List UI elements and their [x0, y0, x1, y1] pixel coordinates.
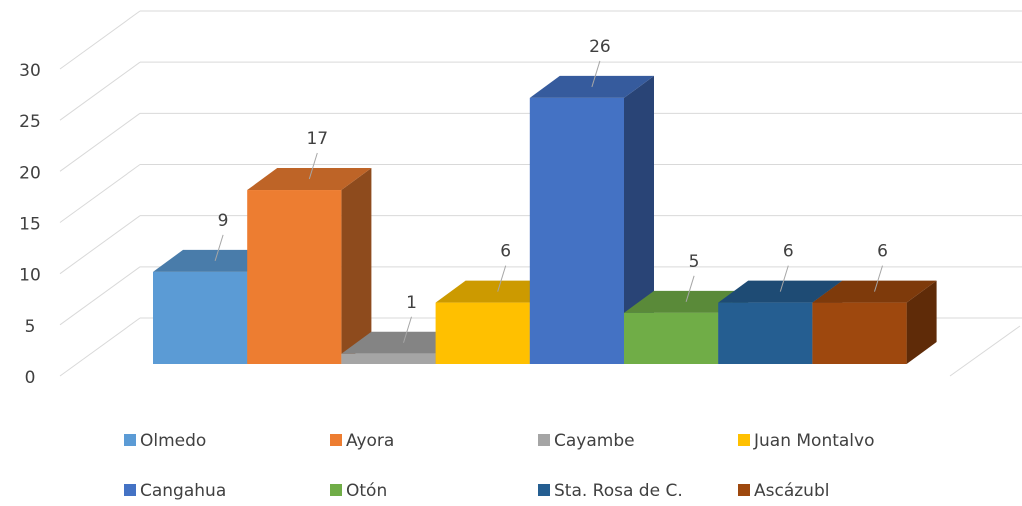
bar — [247, 190, 342, 364]
leader-line — [685, 275, 695, 302]
y-tick-label: 30 — [19, 61, 41, 81]
legend-label: Olmedo — [140, 431, 206, 451]
legend-swatch — [538, 434, 550, 446]
leader-line — [214, 234, 224, 262]
legend-swatch — [124, 434, 136, 446]
y-tick-label: 20 — [19, 163, 41, 183]
grid-line — [59, 266, 141, 326]
grid-line — [59, 61, 141, 121]
y-tick-label: 25 — [19, 112, 41, 132]
legend-swatch — [330, 434, 342, 446]
data-label: 26 — [589, 37, 611, 57]
grid-line — [59, 317, 141, 377]
bar — [435, 302, 530, 364]
floor-edge — [949, 325, 1021, 377]
legend-label: Ascázubl — [754, 481, 829, 501]
leader-line — [497, 265, 507, 292]
legend-label: Sta. Rosa de C. — [554, 481, 683, 501]
legend-label: Otón — [346, 481, 387, 501]
bar — [341, 353, 436, 364]
bar — [718, 302, 813, 364]
leader-line — [403, 316, 412, 343]
y-tick-label: 5 — [25, 317, 36, 337]
legend-swatch — [330, 484, 342, 496]
legend-swatch — [738, 484, 750, 496]
bar — [812, 302, 907, 364]
leader-line — [308, 152, 318, 180]
bar — [529, 97, 624, 364]
y-tick-label: 0 — [25, 368, 36, 388]
legend-label: Juan Montalvo — [753, 431, 875, 451]
leader-line — [591, 60, 601, 88]
legend-swatch — [124, 484, 136, 496]
data-label: 6 — [500, 242, 511, 262]
legend-swatch — [738, 434, 750, 446]
data-label: 9 — [218, 211, 229, 231]
data-label: 6 — [783, 242, 794, 262]
legend-label: Ayora — [346, 431, 394, 451]
bar-side — [341, 168, 372, 364]
bar — [153, 271, 248, 364]
data-label: 17 — [306, 129, 328, 149]
data-label: 1 — [406, 293, 417, 313]
data-label: 6 — [877, 242, 888, 262]
grid-line — [59, 215, 141, 275]
grid-line — [59, 10, 141, 70]
legend-label: Cayambe — [554, 431, 635, 451]
leader-line — [874, 265, 883, 292]
legend-label: Cangahua — [140, 481, 226, 501]
grid-line — [59, 164, 141, 223]
y-tick-label: 10 — [19, 266, 41, 286]
data-label: 5 — [689, 252, 700, 272]
bar-side — [906, 280, 937, 364]
grid-line — [59, 112, 141, 172]
y-tick-label: 15 — [19, 215, 41, 235]
legend-swatch — [538, 484, 550, 496]
leader-line — [779, 265, 789, 292]
bar — [624, 312, 719, 364]
bar-side — [624, 75, 654, 364]
